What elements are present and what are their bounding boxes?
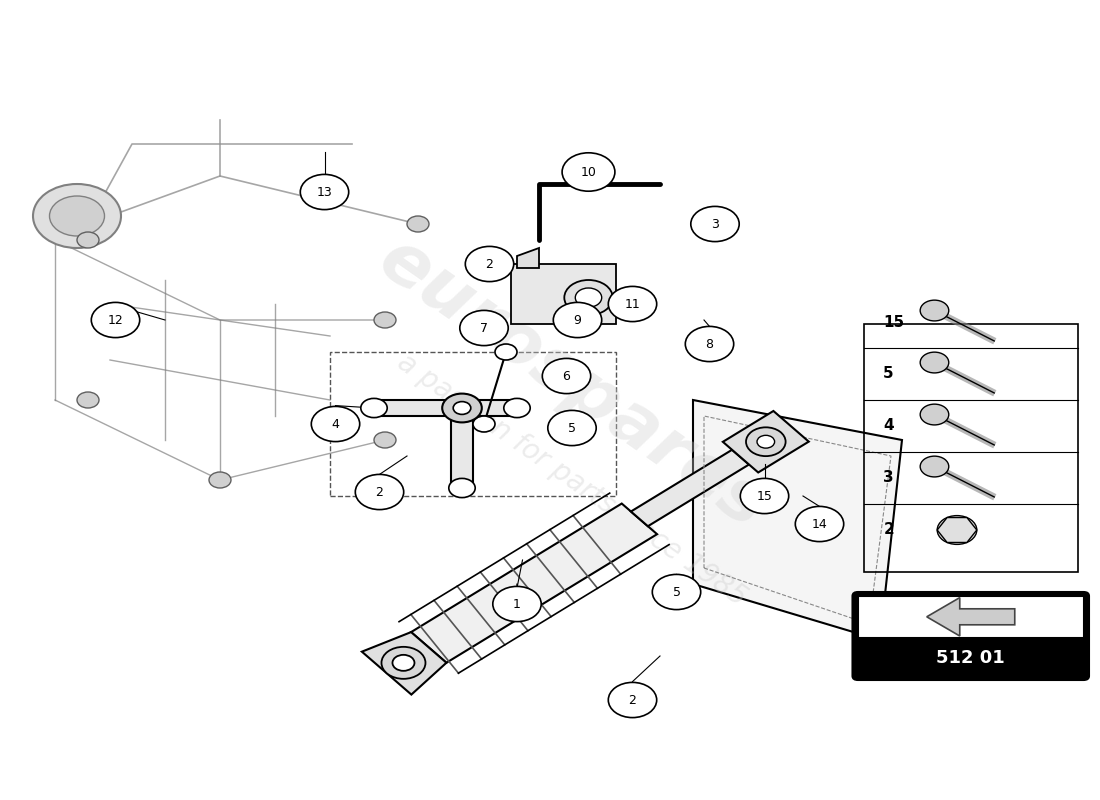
Text: 5: 5 — [568, 422, 576, 434]
Circle shape — [921, 352, 949, 373]
Circle shape — [449, 478, 475, 498]
Text: 5: 5 — [672, 586, 681, 598]
Circle shape — [382, 647, 426, 679]
Polygon shape — [411, 503, 657, 662]
Circle shape — [77, 232, 99, 248]
Circle shape — [608, 286, 657, 322]
Text: 7: 7 — [480, 322, 488, 334]
Circle shape — [921, 300, 949, 321]
FancyBboxPatch shape — [512, 264, 616, 324]
Circle shape — [209, 472, 231, 488]
Circle shape — [361, 398, 387, 418]
Circle shape — [575, 288, 602, 307]
Text: 10: 10 — [581, 166, 596, 178]
Text: 1: 1 — [513, 598, 521, 610]
Text: 15: 15 — [883, 314, 904, 330]
Text: a passion for parts since 1985: a passion for parts since 1985 — [392, 348, 752, 612]
Text: 14: 14 — [812, 518, 827, 530]
Text: 11: 11 — [625, 298, 640, 310]
Circle shape — [564, 280, 613, 315]
Circle shape — [746, 427, 785, 456]
Text: 9: 9 — [573, 314, 582, 326]
Circle shape — [493, 586, 541, 622]
Circle shape — [652, 574, 701, 610]
Polygon shape — [631, 450, 749, 526]
Text: eurospares: eurospares — [365, 225, 779, 543]
Text: 512 01: 512 01 — [936, 650, 1005, 667]
Polygon shape — [937, 518, 977, 542]
Circle shape — [937, 516, 977, 544]
Text: 8: 8 — [705, 338, 714, 350]
Text: 13: 13 — [317, 186, 332, 198]
Circle shape — [608, 682, 657, 718]
Circle shape — [50, 196, 104, 236]
Text: 3: 3 — [883, 470, 894, 486]
Text: 4: 4 — [331, 418, 340, 430]
Circle shape — [355, 474, 404, 510]
Circle shape — [311, 406, 360, 442]
Polygon shape — [517, 248, 539, 268]
Circle shape — [442, 394, 482, 422]
Circle shape — [91, 302, 140, 338]
Circle shape — [504, 398, 530, 418]
Circle shape — [465, 246, 514, 282]
Circle shape — [921, 404, 949, 425]
Circle shape — [548, 410, 596, 446]
Text: 2: 2 — [883, 522, 894, 538]
Text: 2: 2 — [628, 694, 637, 706]
Text: 3: 3 — [711, 218, 719, 230]
Text: 12: 12 — [108, 314, 123, 326]
Circle shape — [495, 344, 517, 360]
FancyBboxPatch shape — [858, 596, 1084, 638]
Circle shape — [757, 435, 774, 448]
Text: 2: 2 — [485, 258, 494, 270]
Circle shape — [374, 312, 396, 328]
Text: 6: 6 — [562, 370, 571, 382]
FancyBboxPatch shape — [852, 592, 1089, 680]
Circle shape — [77, 392, 99, 408]
Polygon shape — [374, 400, 517, 416]
Text: 15: 15 — [757, 490, 772, 502]
Circle shape — [553, 302, 602, 338]
Circle shape — [33, 184, 121, 248]
Circle shape — [473, 416, 495, 432]
Circle shape — [542, 358, 591, 394]
Circle shape — [453, 402, 471, 414]
Circle shape — [460, 310, 508, 346]
Circle shape — [393, 655, 415, 671]
Circle shape — [374, 432, 396, 448]
Text: 4: 4 — [883, 418, 894, 434]
Circle shape — [562, 153, 615, 191]
Polygon shape — [693, 400, 902, 640]
Polygon shape — [362, 632, 447, 694]
Polygon shape — [723, 411, 808, 473]
Circle shape — [921, 456, 949, 477]
Text: 5: 5 — [883, 366, 894, 382]
Circle shape — [691, 206, 739, 242]
Polygon shape — [451, 416, 473, 488]
Circle shape — [407, 216, 429, 232]
Text: 2: 2 — [375, 486, 384, 498]
Circle shape — [685, 326, 734, 362]
Circle shape — [795, 506, 844, 542]
Circle shape — [300, 174, 349, 210]
Circle shape — [740, 478, 789, 514]
Polygon shape — [926, 598, 1015, 636]
